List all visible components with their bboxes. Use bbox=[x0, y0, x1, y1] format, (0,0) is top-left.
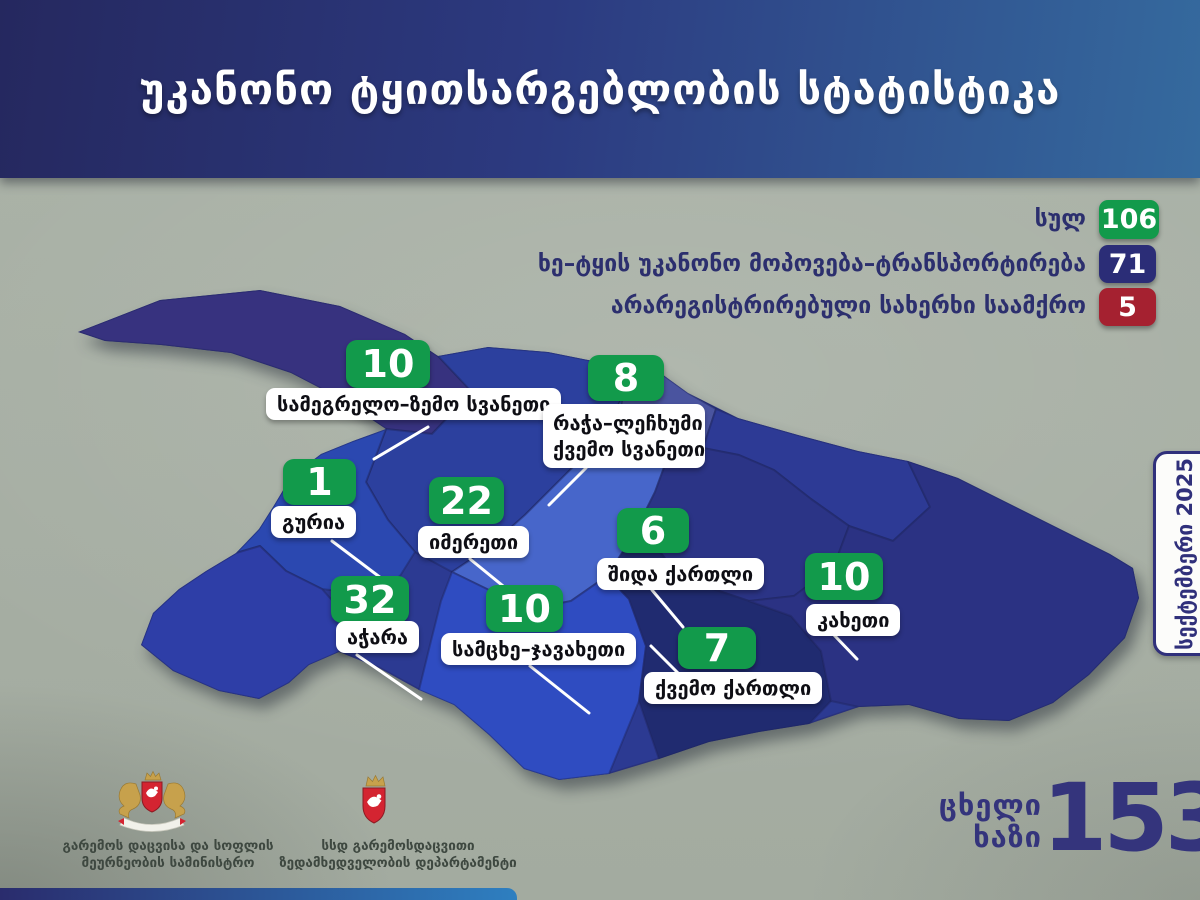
region-label-kakheti: კახეთი bbox=[806, 604, 901, 636]
region-shape-adjara bbox=[140, 545, 347, 700]
department-caption-line1: სსდ გარემოსდაცვითი bbox=[321, 838, 475, 854]
legend-label-sawmill: არარეგისტრირებული სახერხი საამქრო bbox=[610, 293, 1086, 319]
region-value-imereti: 22 bbox=[429, 477, 504, 524]
region-label-racha-line1: რაჭა–ლეჩხუმი bbox=[553, 411, 703, 435]
hotline-label-line1: ცხელი bbox=[938, 788, 1042, 822]
date-note-box: სექტემბერი 2025 bbox=[1153, 451, 1200, 656]
region-label-samtskhe: სამცხე–ჯავახეთი bbox=[441, 633, 637, 665]
region-value-kakheti: 10 bbox=[805, 553, 883, 600]
legend-label-total: სულ bbox=[1034, 206, 1086, 232]
region-label-samegrelo: სამეგრელო–ზემო სვანეთი bbox=[266, 388, 562, 420]
legend-value-logging: 71 bbox=[1099, 245, 1156, 283]
region-value-guria: 1 bbox=[283, 459, 356, 505]
legend-value-total: 106 bbox=[1099, 200, 1159, 239]
ministry-caption: გარემოს დაცვისა და სოფლის მეურნეობის სამ… bbox=[38, 838, 298, 872]
region-label-kvemo-kartli: ქვემო ქართლი bbox=[644, 672, 823, 704]
region-label-imereti: იმერეთი bbox=[418, 526, 530, 558]
ministry-caption-line2: მეურნეობის სამინისტრო bbox=[81, 855, 255, 871]
region-value-adjara: 32 bbox=[331, 576, 409, 623]
header-banner: უკანონო ტყითსარგებლობის სტატისტიკა bbox=[0, 0, 1200, 178]
region-label-guria: გურია bbox=[271, 506, 357, 538]
region-label-adjara: აჭარა bbox=[336, 621, 420, 653]
hotline-number: 153 bbox=[1042, 764, 1200, 873]
region-value-samegrelo: 10 bbox=[346, 340, 430, 388]
region-value-racha: 8 bbox=[588, 355, 664, 401]
legend-value-sawmill: 5 bbox=[1099, 288, 1156, 326]
page-title: უკანონო ტყითსარგებლობის სტატისტიკა bbox=[139, 64, 1061, 114]
region-label-racha-line2: ქვემო სვანეთი bbox=[553, 437, 706, 461]
department-caption: სსდ გარემოსდაცვითი ზედამხედველობის დეპარ… bbox=[268, 838, 528, 872]
ministry-caption-line1: გარემოს დაცვისა და სოფლის bbox=[62, 838, 274, 854]
hotline-label: ცხელი ხაზი bbox=[939, 789, 1042, 853]
legend-label-logging: ხე–ტყის უკანონო მოპოვება–ტრანსპორტირება bbox=[537, 251, 1086, 277]
date-note-label: სექტემბერი 2025 bbox=[1172, 457, 1197, 650]
hotline-label-line2: ხაზი bbox=[973, 820, 1042, 854]
bottom-accent-bar bbox=[0, 888, 517, 900]
department-emblem-icon bbox=[362, 774, 386, 824]
region-value-samtskhe: 10 bbox=[486, 585, 563, 632]
region-label-shida-kartli: შიდა ქართლი bbox=[597, 558, 765, 590]
region-label-racha: რაჭა–ლეჩხუმი ქვემო სვანეთი bbox=[543, 404, 705, 468]
department-caption-line2: ზედამხედველობის დეპარტამენტი bbox=[279, 855, 517, 871]
georgia-coat-of-arms-icon bbox=[118, 770, 186, 832]
region-value-shida-kartli: 6 bbox=[617, 508, 689, 553]
region-value-kvemo-kartli: 7 bbox=[678, 626, 756, 670]
